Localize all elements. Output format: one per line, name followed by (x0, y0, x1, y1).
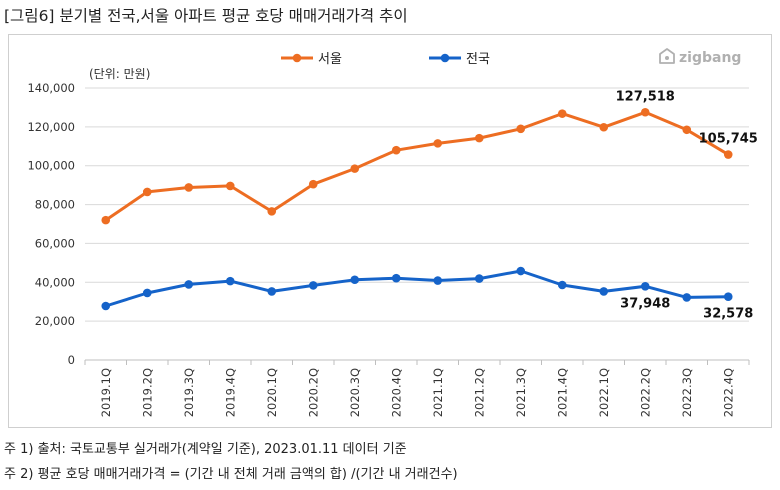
data-point (101, 301, 111, 311)
grid-lines (85, 87, 749, 322)
series-line-seoul (104, 110, 730, 222)
x-tick-label: 2022.2Q (638, 368, 652, 417)
data-label: 37,948 (620, 296, 670, 311)
y-tick-label: 100,000 (27, 159, 75, 173)
page-title: [그림6] 분기별 전국,서울 아파트 평균 호당 매매거래가격 추이 (4, 7, 408, 25)
data-point (433, 276, 443, 285)
y-tick-label: 40,000 (35, 275, 75, 289)
data-point (267, 207, 277, 216)
series-line-national (105, 269, 729, 308)
y-tick-labels: 0 20,000 40,000 60,000 80,000 100,000 120,000 1… (27, 81, 75, 367)
brand-logo: zigbang (659, 48, 741, 66)
x-tick-label: 2019.3Q (182, 368, 196, 417)
data-point (184, 280, 194, 289)
data-point (599, 287, 609, 296)
legend: 서울 전국 (281, 52, 490, 67)
data-point (391, 145, 401, 155)
data-point (640, 107, 650, 117)
data-point (391, 273, 401, 283)
data-point (184, 183, 194, 192)
data-point (557, 280, 567, 290)
data-point (101, 215, 111, 225)
y-tick-label: 0 (68, 353, 75, 367)
y-tick-label: 120,000 (27, 120, 75, 134)
legend-swatch-marker (440, 53, 450, 63)
data-point (599, 122, 609, 132)
y-tick-label: 20,000 (35, 314, 75, 328)
legend-label: 전국 (466, 52, 490, 67)
x-tick-label: 2020.2Q (306, 368, 320, 417)
legend-swatch-marker (292, 53, 302, 63)
data-point (267, 287, 277, 296)
data-point (308, 179, 318, 189)
x-tick-label: 2021.2Q (472, 368, 486, 417)
x-tick-label: 2020.3Q (348, 368, 362, 417)
x-tick-label: 2022.1Q (597, 368, 611, 417)
data-point (350, 275, 360, 285)
data-point (474, 274, 484, 283)
data-point (640, 281, 650, 291)
y-tick-label: 60,000 (35, 236, 75, 250)
y-tick-label: 140,000 (27, 81, 75, 95)
data-point (350, 164, 360, 173)
data-label: 105,745 (699, 132, 758, 147)
data-point (682, 293, 692, 302)
data-point (557, 109, 567, 118)
x-tick-label: 2019.4Q (223, 368, 237, 417)
data-point (225, 276, 235, 286)
data-point (682, 125, 692, 135)
series-lines (104, 110, 730, 308)
house-dot-icon (665, 56, 669, 60)
data-point (142, 187, 152, 197)
x-tick-label: 2021.4Q (555, 368, 569, 417)
data-point (516, 124, 526, 134)
house-icon (659, 48, 675, 64)
footnote-source: 주 1) 출처: 국토교통부 실거래가(계약일 기준), 2023.01.11 … (4, 442, 407, 457)
chart-frame: 0 20,000 40,000 60,000 80,000 100,000 120,000 1… (8, 34, 772, 428)
x-tick-label: 2019.1Q (99, 368, 113, 417)
data-point (225, 181, 235, 191)
x-tick-label: 2021.1Q (431, 368, 445, 417)
unit-label: (단위: 만원) (89, 67, 150, 81)
x-tick-label: 2021.3Q (514, 368, 528, 417)
data-labels: 127,518 105,745 37,948 32,578 (616, 89, 758, 321)
footnote-definition: 주 2) 평균 호당 매매거래가격 = (기간 내 전체 거래 금액의 합) /… (4, 467, 458, 482)
legend-label: 서울 (318, 52, 342, 67)
line-chart: 0 20,000 40,000 60,000 80,000 100,000 120,000 1… (27, 48, 758, 417)
data-label: 127,518 (616, 89, 675, 104)
brand-name: zigbang (679, 50, 741, 66)
data-point (723, 292, 733, 302)
x-tick-label: 2022.3Q (680, 368, 694, 417)
x-tick-label: 2019.2Q (140, 368, 154, 417)
x-tick-labels: 2019.1Q 2019.2Q 2019.3Q 2019.4Q 2020.1Q 2020.… (99, 368, 736, 417)
data-point (723, 150, 733, 159)
data-point (142, 288, 152, 298)
data-point (516, 266, 526, 276)
axes (84, 359, 750, 365)
data-label: 32,578 (703, 307, 753, 322)
x-tick-label: 2022.4Q (721, 368, 735, 417)
data-point (308, 281, 318, 290)
data-point (474, 133, 484, 143)
x-tick-label: 2020.4Q (389, 368, 403, 417)
x-tick-label: 2020.1Q (265, 368, 279, 417)
series-points (101, 107, 733, 311)
data-point (433, 139, 443, 148)
y-tick-label: 80,000 (35, 198, 75, 212)
